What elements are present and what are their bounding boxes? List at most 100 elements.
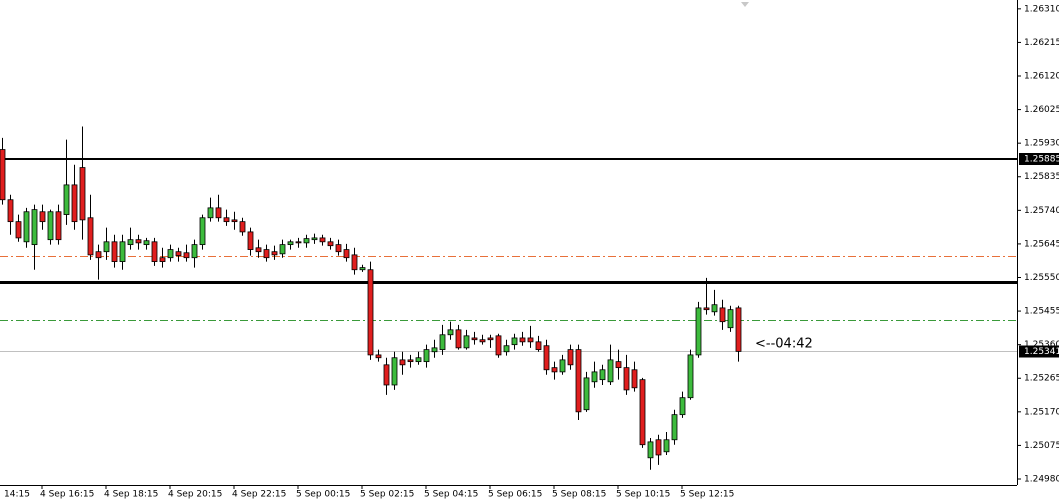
y-tick-label: 1.26310	[1024, 4, 1059, 14]
y-tick-label: 1.25360	[1024, 340, 1059, 350]
y-tick-label: 1.25550	[1024, 273, 1059, 283]
y-tick-label: 1.25835	[1024, 172, 1059, 182]
x-tick-label: 4 Sep 20:15	[168, 490, 222, 500]
candle-body	[0, 149, 6, 201]
price-tag-label: 1.25341	[1024, 347, 1059, 357]
candle-body	[199, 217, 206, 246]
candle-body	[383, 364, 390, 386]
candle-body	[695, 307, 702, 356]
candle-body	[39, 211, 46, 223]
bar-timer: <--04:42	[755, 337, 813, 352]
candle-body	[119, 241, 126, 262]
candle-body	[511, 337, 518, 346]
candle-body	[343, 249, 350, 259]
candle-body	[287, 241, 294, 246]
x-tick-label: 5 Sep 12:15	[680, 490, 734, 500]
candle-body	[399, 359, 406, 366]
candle-body	[735, 307, 742, 352]
candle-body	[727, 309, 734, 329]
candle-body	[295, 241, 302, 244]
candle-body	[303, 238, 310, 244]
candle-body	[663, 439, 670, 453]
price-tag	[1019, 153, 1059, 165]
candle-body	[703, 307, 710, 311]
y-tick-label: 1.25455	[1024, 307, 1059, 317]
y-tick-label: 1.26025	[1024, 105, 1059, 115]
candle-body	[223, 217, 230, 223]
candle-body	[583, 377, 590, 411]
candle-body	[87, 217, 94, 256]
candle-body	[671, 414, 678, 441]
candle-body	[183, 252, 190, 259]
candle-body	[335, 244, 342, 253]
candle-body	[47, 211, 54, 241]
candle-body	[231, 219, 238, 223]
y-tick-label: 1.25265	[1024, 374, 1059, 384]
candle-body	[111, 241, 118, 262]
candle-body	[191, 244, 198, 259]
candle-body	[447, 329, 454, 336]
candle-body	[687, 354, 694, 399]
candle-body	[71, 184, 78, 223]
candle-body	[359, 267, 366, 271]
candle-body	[239, 221, 246, 233]
candle-body	[439, 334, 446, 351]
candle-body	[263, 249, 270, 259]
candle-body	[519, 337, 526, 343]
candle-body	[327, 241, 334, 247]
candle-body	[423, 349, 430, 363]
candle-body	[7, 199, 14, 223]
x-tick-label: 4 Sep 18:15	[104, 490, 158, 500]
candle-body	[607, 359, 614, 383]
candle-body	[167, 249, 174, 259]
candle-body	[543, 345, 550, 371]
candle-body	[103, 241, 110, 253]
candle-body	[615, 361, 622, 369]
y-tick-label: 1.24980	[1024, 474, 1059, 484]
candle-body	[159, 257, 166, 262]
candle-body	[247, 231, 254, 250]
candle-body	[655, 439, 662, 456]
candle-body	[391, 357, 398, 386]
candle-body	[631, 369, 638, 389]
candle-body	[567, 349, 574, 366]
candle-body	[63, 184, 70, 215]
candle-body	[279, 244, 286, 255]
candle-body	[135, 239, 142, 244]
candle-body	[719, 307, 726, 323]
y-tick-label: 1.26120	[1024, 72, 1059, 82]
candle-body	[527, 337, 534, 343]
candle-body	[535, 341, 542, 351]
candle-body	[23, 211, 30, 243]
candle-body	[151, 241, 158, 262]
candle-body	[143, 240, 150, 246]
candle-body	[375, 354, 382, 359]
x-tick-label: 4 Sep 22:15	[232, 490, 286, 500]
candle-body	[431, 347, 438, 353]
candle-body	[255, 247, 262, 253]
y-tick-label: 1.25930	[1024, 139, 1059, 149]
y-tick-label: 1.25170	[1024, 407, 1059, 417]
candle-body	[679, 397, 686, 416]
candle-body	[479, 339, 486, 343]
candle-body	[623, 367, 630, 391]
x-tick-label: 4 Sep 16:15	[40, 490, 94, 500]
candle-body	[79, 167, 86, 221]
x-tick-label: 5 Sep 08:15	[552, 490, 606, 500]
y-tick-label: 1.25075	[1024, 441, 1059, 451]
candle-body	[591, 371, 598, 383]
candle-body	[463, 335, 470, 349]
candle-body	[503, 345, 510, 353]
candle-body	[471, 337, 478, 341]
candle-body	[127, 239, 134, 246]
candle-body	[311, 237, 318, 241]
candle-body	[95, 251, 102, 259]
candle-body	[551, 367, 558, 373]
x-tick-label: 5 Sep 02:15	[360, 490, 414, 500]
candle-body	[575, 349, 582, 413]
candle-body	[711, 304, 718, 313]
candle-body	[599, 369, 606, 381]
candle-body	[407, 359, 414, 363]
